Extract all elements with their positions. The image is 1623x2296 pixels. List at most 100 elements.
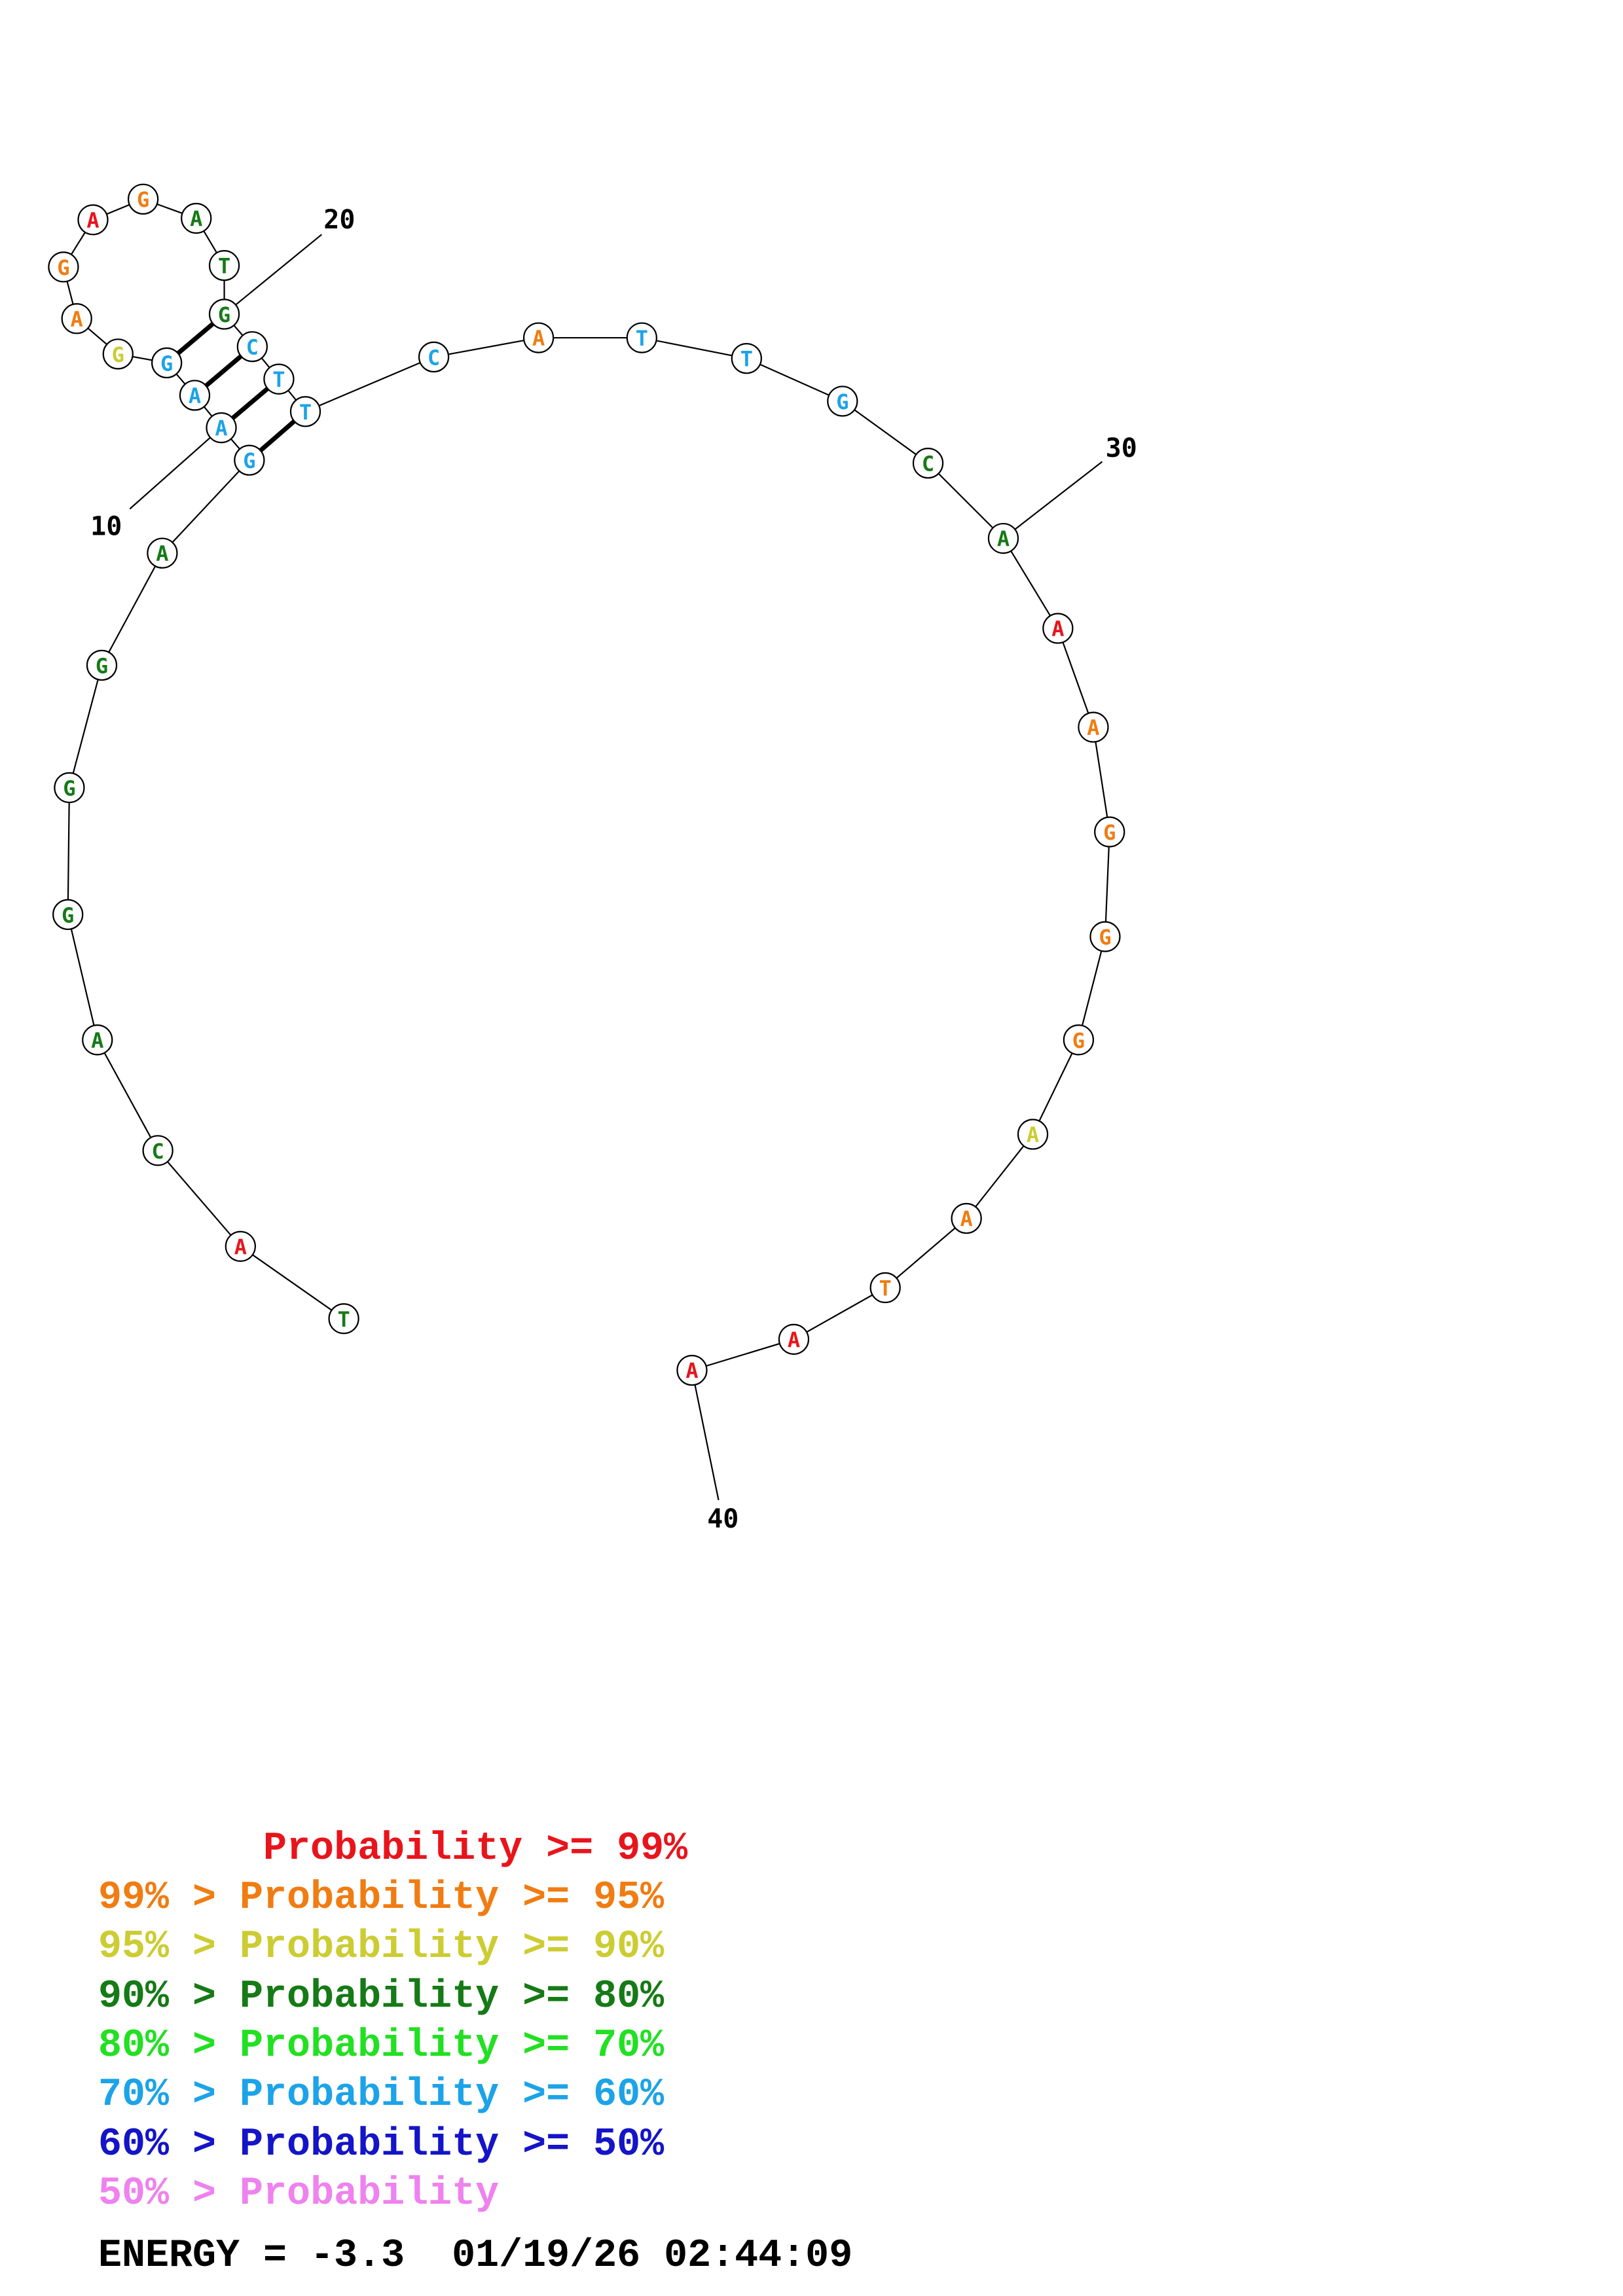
nucleotide-letter: A (71, 307, 83, 332)
legend-row-prefix: 80% > (98, 2024, 240, 2068)
nucleotide: G (127, 183, 159, 215)
nucleotide: A (1042, 613, 1074, 644)
index-tick (691, 1370, 720, 1501)
nucleotide: A (61, 303, 92, 334)
nucleotide-letter: A (997, 527, 1010, 552)
legend-row: Probability >= 99% (98, 1827, 688, 1871)
nucleotide-circle (206, 412, 237, 444)
nucleotide-circle (676, 1354, 708, 1386)
nucleotide: G (208, 298, 240, 330)
nucleotide: T (869, 1272, 901, 1304)
nucleotide-letter: T (879, 1276, 892, 1300)
nucleotide-letter: G (160, 351, 173, 376)
nucleotide: G (52, 899, 84, 930)
nucleotide-circle (418, 341, 450, 373)
nucleotide-letter: A (86, 208, 99, 233)
nucleotide: C (236, 331, 268, 363)
nucleotide-letter: T (218, 254, 230, 279)
nucleotide-circle (1089, 921, 1121, 952)
nucleotide: T (328, 1303, 359, 1335)
nucleotide-letter: G (62, 903, 74, 927)
index-tick (129, 427, 222, 510)
index-labels-layer: 10 20 30 40 (90, 205, 1137, 1534)
nucleotide-letter: A (1087, 715, 1099, 740)
energy-value: ENERGY = -3.3 (98, 2234, 405, 2278)
nucleotide-circle (731, 342, 762, 374)
nucleotide: A (778, 1323, 810, 1355)
nucleotide: G (48, 251, 79, 283)
nucleotide-circle (626, 322, 657, 353)
nucleotide-letter: A (1027, 1122, 1039, 1147)
nucleotide: C (142, 1135, 173, 1166)
nucleotide-letter: A (234, 1234, 247, 1259)
nucleotide-circle (179, 380, 211, 411)
nucleotide-circle (1042, 613, 1074, 644)
nucleotide-letter: T (299, 400, 312, 425)
nucleotide-circle (912, 448, 944, 479)
legend-row-label: Probability >= 70% (240, 2024, 665, 2068)
nucleotide: A (77, 204, 109, 236)
nucleotide: G (1089, 921, 1121, 952)
legend-row: 70% > Probability >= 60% (98, 2073, 665, 2117)
nucleotide: A (987, 522, 1019, 554)
nucleotide-circle (987, 522, 1019, 554)
legend-row-prefix: 50% > (98, 2172, 240, 2216)
nucleotide: A (225, 1230, 256, 1262)
nucleotide: T (731, 342, 762, 374)
legend-row-prefix (98, 1827, 263, 1871)
nucleotide: T (263, 363, 295, 395)
nucleotide: C (912, 448, 944, 479)
nucleotide: A (181, 202, 212, 234)
nucleotide-circle (151, 347, 183, 379)
nucleotide-letter: G (112, 342, 124, 367)
nucleotide-circle (951, 1202, 982, 1234)
nucleotide: G (102, 338, 134, 370)
legend-row-label: Probability >= 99% (263, 1827, 688, 1871)
legend-row: 90% > Probability >= 80% (98, 1975, 665, 2019)
nucleotide-letter: G (96, 653, 108, 678)
nucleotide-letter: A (1051, 617, 1064, 641)
backbone-line (62, 198, 1110, 1371)
legend-row-label: Probability (240, 2172, 499, 2216)
nucleotide-letter: G (218, 302, 230, 327)
legend-row: 99% > Probability >= 95% (98, 1876, 665, 1920)
nucleotide: G (86, 649, 118, 681)
nucleotide-circle (147, 537, 178, 569)
index-label: 40 (707, 1504, 739, 1534)
nucleotide-circle (142, 1135, 173, 1166)
nucleotide: G (1094, 816, 1125, 848)
legend-row-label: Probability >= 80% (240, 1975, 665, 2019)
nucleotide-circle (77, 204, 109, 236)
nucleotide: T (208, 250, 240, 281)
nucleotide: T (289, 396, 321, 427)
nucleotide-circle (1017, 1119, 1049, 1150)
nucleotide-letter: T (272, 367, 285, 392)
legend-row: 95% > Probability >= 90% (98, 1925, 665, 1969)
nucleotide-circle (208, 250, 240, 281)
nucleotide: G (827, 386, 858, 417)
nucleotide-letter: G (137, 187, 149, 212)
nucleotide-circle (208, 298, 240, 330)
legend-row-prefix: 70% > (98, 2073, 240, 2117)
nucleotide: G (151, 347, 183, 379)
nucleotide-circle (48, 251, 79, 283)
nucleotide-letter: A (685, 1359, 698, 1384)
nucleotide-circle (181, 202, 212, 234)
nucleotide-circle (234, 444, 265, 476)
nucleotide-circle (127, 183, 159, 215)
legend-row-prefix: 99% > (98, 1876, 240, 1920)
nucleotide-circle (1063, 1024, 1095, 1056)
nucleotide-letter: C (428, 345, 440, 370)
nucleotide: A (1017, 1119, 1049, 1150)
nucleotide-letter: A (190, 207, 202, 232)
nucleotide-circle (263, 363, 295, 395)
legend-row-prefix: 95% > (98, 1925, 240, 1969)
index-tick (1002, 461, 1103, 539)
nucleotide-circle (61, 303, 92, 334)
nucleotide-circle (289, 396, 321, 427)
nucleotide-letter: A (156, 541, 168, 566)
nucleotide-letter: G (63, 776, 75, 800)
nucleotide-letter: A (215, 416, 227, 441)
legend-row: 50% > Probability (98, 2172, 499, 2216)
